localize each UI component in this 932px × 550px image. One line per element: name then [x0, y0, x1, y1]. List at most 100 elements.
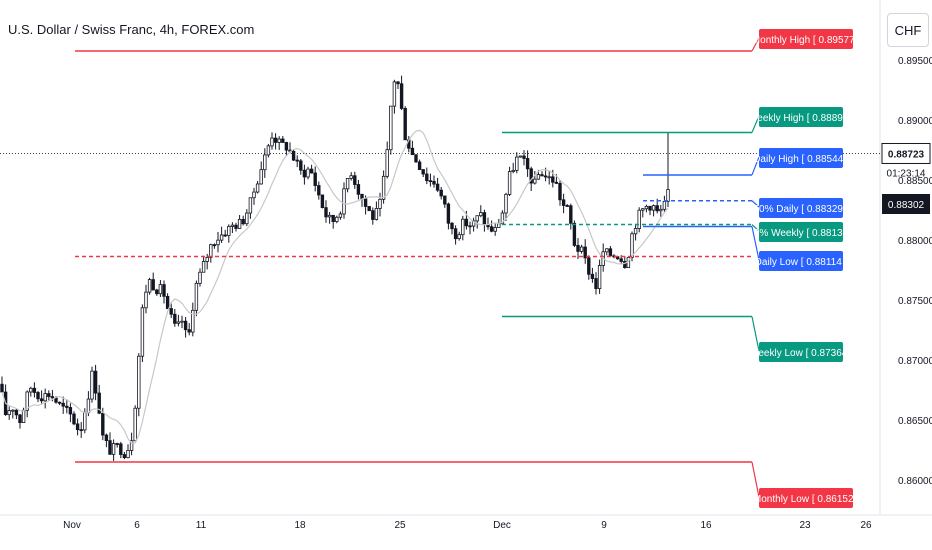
level-monthly-low: Monthly Low [ 0.86152 ]	[75, 461, 859, 508]
candle-body	[403, 108, 407, 141]
candle	[641, 207, 645, 218]
candle	[489, 220, 494, 233]
candle-body	[623, 261, 627, 269]
candle-body	[561, 199, 566, 206]
candle-body	[212, 244, 217, 247]
candle-body	[270, 137, 274, 147]
candle-body	[331, 214, 335, 223]
candle-body	[421, 169, 425, 175]
candle	[144, 284, 148, 314]
candle	[587, 255, 591, 280]
candle-body	[162, 284, 166, 297]
candle	[183, 317, 188, 338]
level-label: Weekly Low [ 0.87364 ]	[749, 348, 853, 359]
candle	[104, 433, 109, 448]
candle	[403, 106, 407, 141]
candle	[468, 221, 472, 235]
candle	[421, 169, 425, 178]
candle-body	[605, 248, 609, 253]
candle-body	[14, 409, 19, 416]
candles	[0, 75, 670, 461]
candle-body	[281, 138, 285, 143]
level-label-box	[759, 148, 843, 168]
candle-body	[18, 414, 22, 424]
time-tick-label: 6	[134, 520, 140, 531]
price-tick-label: 0.86000	[898, 476, 932, 487]
candle	[583, 239, 587, 264]
candle	[266, 143, 271, 158]
candle-body	[450, 222, 454, 230]
candle-body	[587, 257, 591, 275]
candle	[439, 186, 443, 200]
current-price-value: 0.88723	[888, 149, 925, 160]
candle	[223, 229, 227, 238]
candle-body	[457, 234, 461, 240]
level-label-box	[759, 222, 843, 242]
candle-body	[324, 207, 328, 218]
candle	[68, 403, 73, 423]
candle	[324, 200, 328, 223]
candle-body	[223, 234, 227, 237]
candle-body	[482, 212, 487, 225]
candle-body	[241, 218, 245, 225]
candle	[515, 152, 519, 174]
candle-body	[201, 261, 206, 273]
candle-body	[385, 149, 389, 177]
moving-average-line	[1, 129, 669, 445]
candle-body	[551, 176, 555, 183]
time-tick-label: 23	[799, 520, 811, 531]
time-axis: Nov 6 11 18 25 Dec 9 16 23 26	[63, 520, 872, 531]
candle-body	[435, 183, 440, 191]
level-label: 50% Daily [ 0.88329 ]	[753, 204, 848, 215]
candle-body	[158, 284, 163, 295]
candle-body	[565, 205, 569, 207]
candle-body	[32, 387, 37, 393]
candle	[597, 259, 602, 294]
candle	[133, 405, 137, 442]
candle-body	[133, 407, 137, 442]
candle-body	[0, 383, 4, 393]
candle	[378, 192, 382, 217]
level-50-weekly: 50% Weekly [ 0.88131 ]	[502, 222, 854, 242]
candle-body	[111, 443, 116, 455]
candle-body	[205, 256, 209, 262]
candle-body	[101, 412, 105, 436]
candle	[507, 166, 512, 197]
candle-body	[515, 156, 519, 171]
candle-body	[497, 223, 501, 228]
candle-body	[381, 175, 386, 200]
candle	[255, 180, 260, 194]
candle	[335, 215, 339, 224]
candle-body	[533, 178, 537, 184]
candle	[79, 421, 83, 438]
candle-body	[299, 160, 303, 171]
level-connector	[751, 156, 760, 176]
time-tick-label: Dec	[493, 520, 511, 531]
price-tick-label: 0.87000	[898, 356, 932, 367]
candle-body	[273, 137, 278, 143]
candle	[147, 277, 152, 295]
candle-body	[399, 83, 404, 109]
candle-body	[630, 233, 634, 258]
candle-body	[518, 155, 523, 158]
candle	[277, 136, 281, 150]
candle	[367, 206, 371, 212]
candle-body	[173, 313, 177, 324]
currency-button[interactable]: CHF	[887, 13, 929, 47]
current-price-box	[881, 142, 931, 164]
candle-body	[371, 210, 375, 220]
candle-body	[410, 147, 415, 156]
candle-body	[569, 205, 573, 224]
candle-body	[317, 185, 321, 196]
candle-body	[108, 440, 112, 455]
candle-body	[248, 197, 253, 214]
candle-body	[277, 138, 281, 143]
candle-body	[479, 212, 483, 217]
candle-body	[489, 226, 494, 232]
candle	[338, 211, 343, 220]
candle-body	[147, 279, 152, 293]
candle	[126, 444, 130, 459]
candle-body	[428, 180, 433, 183]
candle	[565, 203, 569, 207]
